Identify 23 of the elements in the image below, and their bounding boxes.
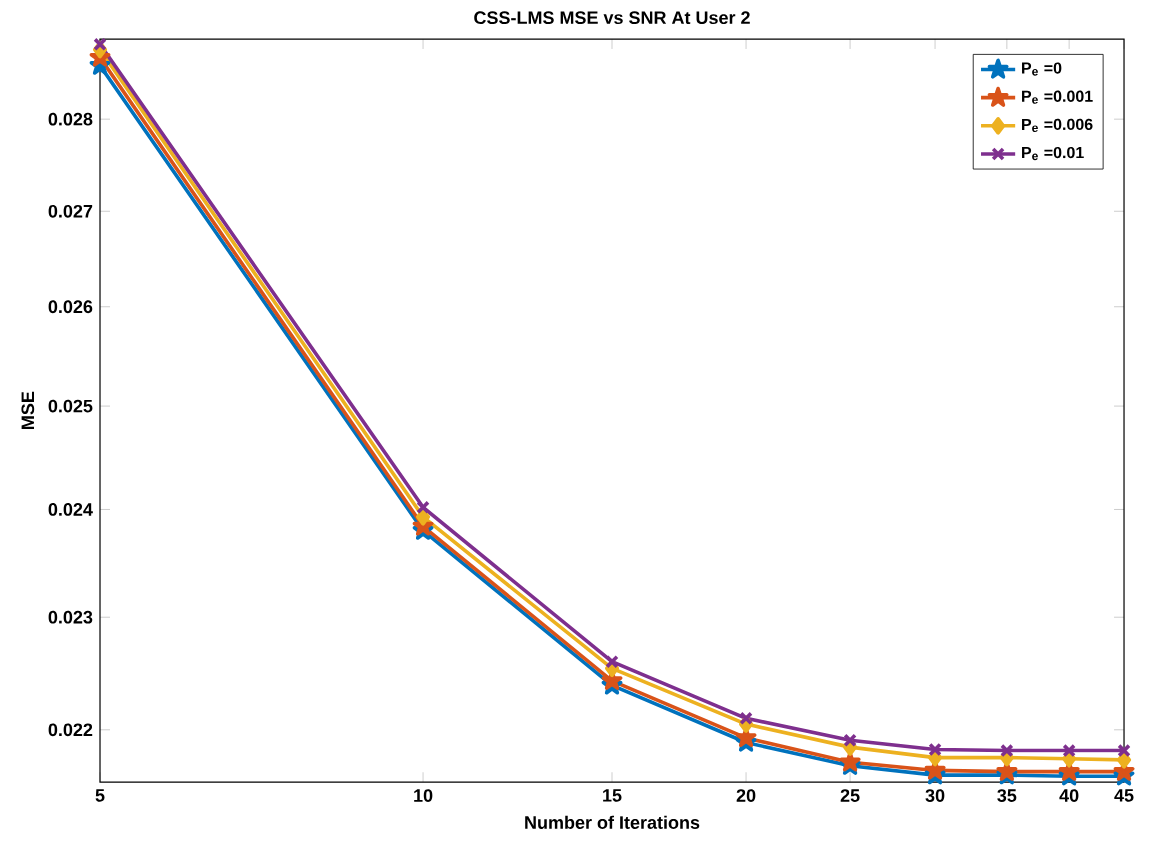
y-tick-label: 0.025 (48, 399, 93, 413)
legend-label: P$_{e}$ =0 (1022, 62, 1062, 76)
x-tick-label: 35 (997, 789, 1017, 802)
legend-label: P$_{e}$ =0.001 (1022, 90, 1093, 104)
y-axis-title: MSE (21, 391, 35, 429)
x-tick-label: 30 (925, 789, 945, 802)
legend-label: P$_{e}$ =0.006 (1022, 118, 1093, 133)
legend-label: P$_{e}$ =0.01 (1022, 146, 1084, 161)
y-tick-label: 0.024 (48, 503, 93, 516)
x-tick-label: 10 (414, 789, 433, 802)
y-tick-label: 0.026 (48, 300, 93, 314)
chart-title: CSS-LMS MSE vs SNR At User 2 (474, 11, 750, 25)
y-tick-label: 0.023 (48, 610, 93, 624)
x-tick-label: 5 (95, 789, 105, 802)
x-tick-label: 15 (603, 789, 622, 802)
y-tick-label: 0.022 (48, 723, 93, 737)
y-tick-label: 0.028 (48, 112, 93, 126)
y-tick-label: 0.027 (48, 204, 93, 218)
x-tick-label: 25 (840, 789, 860, 802)
x-tick-label: 40 (1059, 789, 1079, 802)
x-tick-label: 20 (736, 789, 756, 802)
x-tick-label: 45 (1114, 789, 1134, 802)
x-axis-title: Number of Iterations (525, 815, 700, 829)
